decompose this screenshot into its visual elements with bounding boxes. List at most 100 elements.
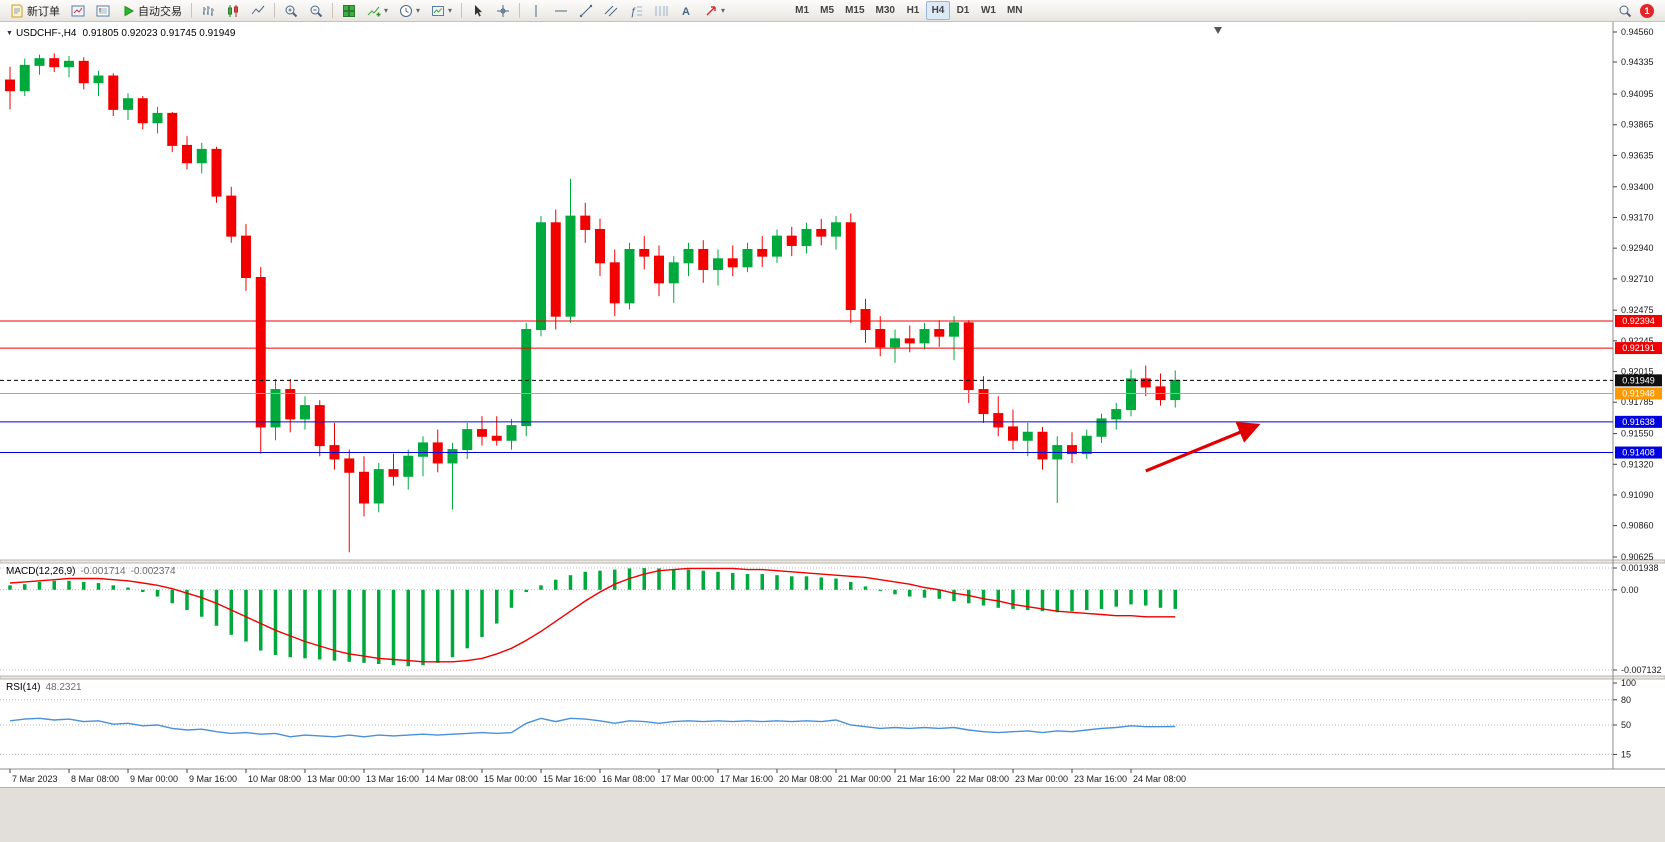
svg-text:0.92394: 0.92394: [1622, 316, 1655, 326]
auto-trading-label: 自动交易: [138, 5, 182, 18]
svg-text:21 Mar 16:00: 21 Mar 16:00: [897, 774, 950, 784]
fibonacci-icon: ƒ: [630, 6, 643, 18]
svg-text:100: 100: [1621, 678, 1636, 688]
timeframe-label: H4: [931, 5, 945, 16]
timeframe-h1-button[interactable]: H1: [901, 1, 925, 20]
toolbar-separator: [461, 3, 463, 18]
search-button[interactable]: [1613, 1, 1637, 20]
chart-window-button[interactable]: [66, 1, 90, 20]
trendline-icon: [579, 4, 593, 17]
timeframe-m5-button[interactable]: M5: [815, 1, 839, 20]
templates-button[interactable]: ▾: [426, 1, 457, 20]
timeframe-label: M5: [820, 5, 835, 16]
candlestick-icon: [228, 4, 238, 17]
chevron-down-icon: ▾: [416, 5, 421, 15]
svg-text:15 Mar 00:00: 15 Mar 00:00: [484, 774, 537, 784]
svg-text:0.91550: 0.91550: [1621, 429, 1654, 439]
svg-text:7 Mar 2023: 7 Mar 2023: [12, 774, 58, 784]
svg-text:0.94560: 0.94560: [1621, 27, 1654, 37]
timeframe-m15-button[interactable]: M15: [840, 1, 869, 20]
svg-text:17 Mar 16:00: 17 Mar 16:00: [720, 774, 773, 784]
new-order-button[interactable]: 新订单: [5, 1, 65, 20]
fibonacci-tool-button[interactable]: ƒ: [624, 1, 648, 20]
notification-badge[interactable]: 1: [1640, 3, 1654, 18]
svg-text:-0.007132: -0.007132: [1621, 665, 1662, 675]
zoom-out-button[interactable]: [304, 1, 328, 20]
svg-text:0.92710: 0.92710: [1621, 274, 1654, 284]
auto-trading-button[interactable]: 自动交易: [116, 1, 187, 20]
timeframe-h4-button[interactable]: H4: [925, 1, 950, 20]
auto-trading-icon: [124, 5, 135, 16]
candlestick-mode-button[interactable]: [221, 1, 245, 20]
cycle-lines-tool-button[interactable]: [649, 1, 673, 20]
bar-chart-mode-button[interactable]: [196, 1, 220, 20]
timeframe-label: W1: [980, 5, 996, 16]
cycle-lines-icon: [655, 5, 668, 16]
svg-text:17 Mar 00:00: 17 Mar 00:00: [661, 774, 714, 784]
market-watch-button[interactable]: [91, 1, 115, 20]
vertical-line-icon: [535, 4, 537, 17]
svg-text:8 Mar 08:00: 8 Mar 08:00: [71, 774, 119, 784]
status-area: [0, 787, 1665, 842]
crosshair-tool-button[interactable]: [491, 1, 515, 20]
svg-text:15: 15: [1621, 749, 1631, 759]
arrows-tool-button[interactable]: ▾: [699, 1, 730, 20]
svg-text:0.00: 0.00: [1621, 585, 1639, 595]
svg-text:10 Mar 08:00: 10 Mar 08:00: [248, 774, 301, 784]
rsi-panel: 100 80 50 15: [0, 678, 1636, 759]
timeframe-w1-button[interactable]: W1: [976, 1, 1001, 20]
channel-icon: [604, 5, 618, 16]
svg-text:0.91638: 0.91638: [1622, 417, 1655, 427]
svg-text:50: 50: [1621, 720, 1631, 730]
chevron-down-icon: ▾: [721, 5, 726, 15]
tile-windows-button[interactable]: [337, 1, 361, 20]
timeframe-label: H1: [906, 5, 920, 16]
vertical-line-tool-button[interactable]: [524, 1, 548, 20]
level-lines: 0.92394 0.92191 0.91948 0.91638 0.91408: [0, 314, 1662, 459]
timeframe-label: MN: [1006, 5, 1023, 16]
svg-text:0.91408: 0.91408: [1622, 448, 1655, 458]
toolbar-separator: [519, 3, 521, 18]
trendline-tool-button[interactable]: [574, 1, 598, 20]
svg-text:21 Mar 00:00: 21 Mar 00:00: [838, 774, 891, 784]
tile-windows-icon: [343, 4, 355, 17]
svg-text:9 Mar 16:00: 9 Mar 16:00: [189, 774, 237, 784]
zoom-in-button[interactable]: [279, 1, 303, 20]
svg-text:0.92475: 0.92475: [1621, 305, 1654, 315]
svg-text:0.91785: 0.91785: [1621, 397, 1654, 407]
chart-window-icon: [71, 5, 85, 16]
svg-text:9 Mar 00:00: 9 Mar 00:00: [130, 774, 178, 784]
zoom-out-icon: [310, 5, 323, 17]
svg-text:0.92015: 0.92015: [1621, 367, 1654, 377]
horizontal-line-icon: [555, 10, 568, 11]
svg-text:0.92245: 0.92245: [1621, 336, 1654, 346]
time-axis: 7 Mar 2023 8 Mar 08:00 9 Mar 00:00 9 Mar 16…: [9, 769, 1186, 784]
timeframe-label: M1: [795, 5, 810, 16]
price-axis: 0.94560 0.94335 0.94095 0.93865 0.93635 0.934…: [1613, 27, 1654, 562]
timeframe-d1-button[interactable]: D1: [951, 1, 975, 20]
chart-canvas[interactable]: 0.94560 0.94335 0.94095 0.93865 0.93635 0.934…: [0, 22, 1665, 787]
market-watch-icon: [96, 5, 110, 16]
chart-shift-marker: [1214, 27, 1222, 34]
toolbar: 新订单 自动交易: [0, 0, 1665, 22]
text-tool-button[interactable]: A: [674, 1, 698, 20]
line-chart-mode-button[interactable]: [246, 1, 270, 20]
indicators-button[interactable]: ▾: [362, 1, 393, 20]
timeframe-m30-button[interactable]: M30: [871, 1, 900, 20]
bar-chart-icon: [203, 5, 214, 16]
horizontal-line-tool-button[interactable]: [549, 1, 573, 20]
svg-text:0.91948: 0.91948: [1622, 388, 1655, 398]
timeframe-m1-button[interactable]: M1: [790, 1, 814, 20]
channel-tool-button[interactable]: [599, 1, 623, 20]
periods-button[interactable]: ▾: [394, 1, 425, 20]
svg-text:13 Mar 16:00: 13 Mar 16:00: [366, 774, 419, 784]
svg-text:0.93170: 0.93170: [1621, 212, 1654, 222]
svg-text:0.93400: 0.93400: [1621, 182, 1654, 192]
toolbar-separator: [274, 3, 275, 18]
timeframe-mn-button[interactable]: MN: [1002, 1, 1028, 20]
svg-text:0.90860: 0.90860: [1621, 521, 1654, 531]
svg-text:0.91090: 0.91090: [1621, 490, 1654, 500]
arrow-stamp-icon: [706, 5, 716, 16]
new-order-label: 新订单: [27, 5, 60, 18]
cursor-tool-button[interactable]: [466, 1, 490, 20]
